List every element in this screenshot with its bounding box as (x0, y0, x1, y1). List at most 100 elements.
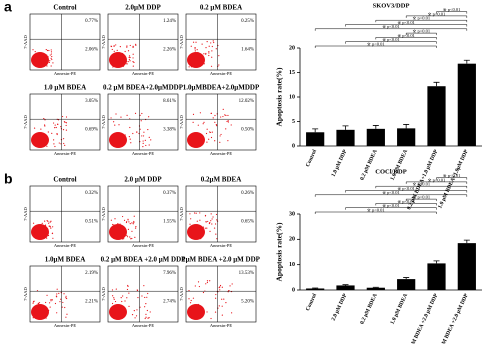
cell-dot (206, 141, 208, 143)
cell-dot (121, 233, 123, 235)
sig-bracket (345, 190, 468, 193)
sig-bracket (314, 194, 468, 197)
cell-dot (51, 132, 53, 134)
cell-dot (39, 59, 41, 61)
plot-title: 0.2 μM BDEA+2.0μMDDP (103, 84, 184, 92)
cell-dot (33, 58, 36, 60)
plot-title: 2.0μM DDP (125, 4, 161, 12)
sig-bracket (405, 181, 468, 184)
cell-dot (51, 299, 53, 301)
cell-dot (211, 50, 213, 52)
cell-dot (211, 56, 213, 58)
cell-dot (116, 49, 118, 52)
cell-dot (192, 121, 194, 123)
cell-dot (136, 289, 139, 292)
cell-dot (117, 226, 119, 228)
cell-dot (126, 288, 129, 291)
cell-dot (113, 227, 115, 229)
cell-dot (141, 295, 143, 297)
cell-dot (58, 142, 60, 144)
cell-dot (215, 233, 217, 235)
error-bar (342, 284, 349, 286)
cell-dot (200, 134, 202, 136)
cell-dot (192, 113, 195, 115)
cell-dot (112, 295, 114, 297)
cell-dot (199, 112, 201, 114)
cell-dot (51, 58, 53, 61)
cell-dot (44, 62, 46, 64)
cell-dot (148, 116, 150, 118)
cell-dot (215, 213, 218, 216)
cell-dot (47, 131, 49, 133)
cell-dot (221, 305, 223, 307)
cell-dot (203, 121, 205, 124)
cell-dot (117, 61, 119, 63)
cell-dot (45, 234, 47, 236)
cell-dot (218, 55, 220, 57)
cell-dot (136, 309, 138, 311)
x-tick-label: 0.2 μM BDEA (359, 293, 378, 326)
cell-dot (209, 131, 212, 134)
axis-y-label: 7-AAD (101, 207, 106, 221)
cell-dot (218, 64, 220, 66)
cell-dot (132, 61, 134, 63)
cell-dot (200, 63, 203, 66)
sig-label: ※ p<0.01 (413, 182, 431, 187)
cell-dot (45, 49, 47, 51)
cell-dot (37, 303, 40, 305)
error-bar (342, 125, 349, 130)
cell-dot (64, 144, 66, 146)
sig-bracket (375, 203, 437, 206)
bar (306, 288, 325, 290)
cell-dot (210, 220, 212, 222)
cell-dot (52, 122, 55, 124)
cell-dot (54, 124, 56, 126)
cell-dot (130, 142, 132, 144)
cell-dot (112, 223, 114, 226)
cell-dot (202, 291, 205, 294)
cell-dot (40, 313, 43, 315)
cell-dot (221, 314, 223, 316)
x-tick-label: 1.0 μM BDEA +2.0 μM DDP (436, 292, 470, 344)
cell-dot (113, 137, 115, 139)
sig-label: ※ p<0.01 (382, 190, 400, 195)
cell-dot (60, 298, 62, 300)
quadrant-pct: 0.69% (85, 127, 98, 132)
cell-dot (215, 293, 217, 296)
cell-dot (132, 132, 134, 135)
cell-dot (113, 236, 115, 238)
cell-dot (119, 46, 121, 48)
cell-dot (137, 296, 139, 299)
cell-dot (45, 301, 47, 304)
cell-dot (37, 305, 39, 308)
cell-dot (39, 139, 41, 141)
cell-dot (121, 300, 123, 303)
cell-dot (208, 45, 210, 47)
cell-dot (48, 302, 51, 304)
bar (366, 287, 385, 290)
cell-dot (220, 133, 222, 136)
cell-dot (55, 295, 58, 297)
cell-dot (145, 303, 147, 305)
cell-dot (210, 42, 212, 44)
cell-dot (144, 139, 146, 141)
cell-dot (150, 139, 152, 141)
cell-dot (189, 213, 191, 215)
cell-dot (222, 115, 224, 118)
sig-label: ※ p<0.01 (382, 24, 400, 29)
plot-title: 0.2 μM BDEA (200, 4, 242, 12)
quadrant-pct: 0.51% (85, 219, 98, 224)
cell-dot (32, 222, 35, 224)
cell-dot (141, 112, 143, 115)
cell-dot (143, 285, 145, 287)
error-bar (463, 59, 470, 64)
quadrant-pct: 5.20% (241, 299, 254, 304)
cell-dot (114, 218, 116, 220)
cell-dot (205, 53, 207, 55)
sig-bracket (375, 185, 468, 189)
error-bar (312, 287, 319, 289)
cell-dot (135, 315, 138, 317)
cell-dot (211, 223, 213, 225)
cell-dot (35, 315, 37, 317)
